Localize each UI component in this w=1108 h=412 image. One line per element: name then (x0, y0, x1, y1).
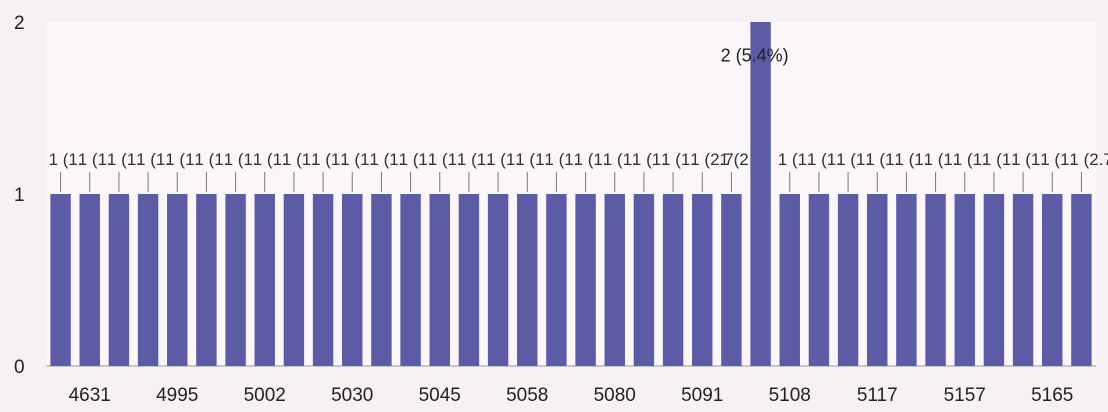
data-label: 1 (1. (865, 150, 899, 169)
x-tick-label: 5080 (594, 385, 636, 406)
y-tick-label: 0 (14, 357, 25, 378)
bar (79, 194, 100, 366)
data-label: 1 (1. (224, 150, 258, 169)
data-label: 1 (1. (574, 150, 608, 169)
data-label: 1 (1. (632, 150, 666, 169)
bar (283, 194, 305, 366)
bar (1071, 194, 1092, 366)
bar (954, 194, 975, 366)
data-label: 1 (1. (894, 150, 928, 169)
x-tick-label: 5045 (419, 385, 461, 406)
data-label: 1 (1. (457, 150, 491, 169)
data-label: 1 (2.7 (690, 150, 733, 169)
data-label: 1 (2.7 (1069, 150, 1108, 169)
data-label: 1 (1. (953, 150, 987, 169)
data-label: 1 (1. (165, 150, 199, 169)
x-tick-label: 5157 (944, 385, 986, 406)
bar (867, 194, 888, 366)
bar (137, 194, 159, 366)
data-label: 1 (1. (982, 150, 1016, 169)
x-tick-label: 5002 (244, 385, 286, 406)
bar (371, 194, 392, 366)
data-label: 1 (1. (924, 150, 958, 169)
data-label: 1 (1. (107, 150, 141, 169)
data-label: 1 (1. (1011, 150, 1045, 169)
bar (662, 194, 684, 366)
bar (633, 194, 655, 366)
bar (254, 194, 275, 366)
bar (837, 194, 859, 366)
bar (312, 194, 334, 366)
data-label: 1 (1. (311, 150, 345, 169)
bar (487, 194, 509, 366)
bar (458, 194, 480, 366)
bar (575, 194, 596, 366)
y-tick-label: 2 (14, 13, 25, 34)
bar (429, 194, 450, 366)
x-tick-label: 5030 (331, 385, 373, 406)
bar (721, 194, 742, 366)
bar (342, 194, 363, 366)
bar (50, 194, 71, 366)
data-label: 1 (1. (369, 150, 403, 169)
x-tick-label: 4995 (156, 385, 198, 406)
bar (896, 194, 917, 366)
bar (925, 194, 946, 366)
data-label: 1 (1. (603, 150, 637, 169)
data-label: 1 (1. (78, 150, 112, 169)
bar (604, 194, 625, 366)
bar (517, 194, 538, 366)
data-label: 1 (1. (282, 150, 316, 169)
data-label: 1 (1. (1040, 150, 1074, 169)
data-label: 1 (1. (399, 150, 433, 169)
bar (983, 194, 1005, 366)
data-label: 1 (1. (340, 150, 374, 169)
bar (692, 194, 713, 366)
bar (167, 194, 188, 366)
bar (779, 194, 800, 366)
data-label: 1 (1. (486, 150, 520, 169)
x-tick-label: 5058 (506, 385, 548, 406)
data-label: 1 (1. (778, 150, 812, 169)
x-tick-label: 5165 (1031, 385, 1073, 406)
x-tick-label: 5108 (769, 385, 811, 406)
bar (196, 194, 217, 366)
bar (750, 22, 771, 366)
data-label: 1 (1. (515, 150, 549, 169)
plot-area (46, 22, 1096, 366)
data-label: 1 (1. (544, 150, 578, 169)
bar (400, 194, 421, 366)
bar (546, 194, 567, 366)
data-label: 1 (1. (428, 150, 462, 169)
data-label: 1 (1. (136, 150, 170, 169)
data-label: 1 (1. (49, 150, 83, 169)
data-label: 1 (1. (807, 150, 841, 169)
bar (225, 194, 246, 366)
x-tick-label: 5091 (681, 385, 723, 406)
bar (1012, 194, 1034, 366)
data-label: 1 (1. (836, 150, 870, 169)
data-label: 2 (5.4%) (721, 46, 789, 66)
bar (808, 194, 830, 366)
data-label: 1 (1. (194, 150, 228, 169)
x-tick-label: 5117 (857, 385, 898, 406)
data-label: 1 (1. (253, 150, 287, 169)
data-label: 1 (1. (661, 150, 695, 169)
x-tick-label: 4631 (69, 385, 111, 406)
bar (1042, 194, 1063, 366)
bar (108, 194, 130, 366)
y-tick-label: 1 (14, 185, 25, 206)
